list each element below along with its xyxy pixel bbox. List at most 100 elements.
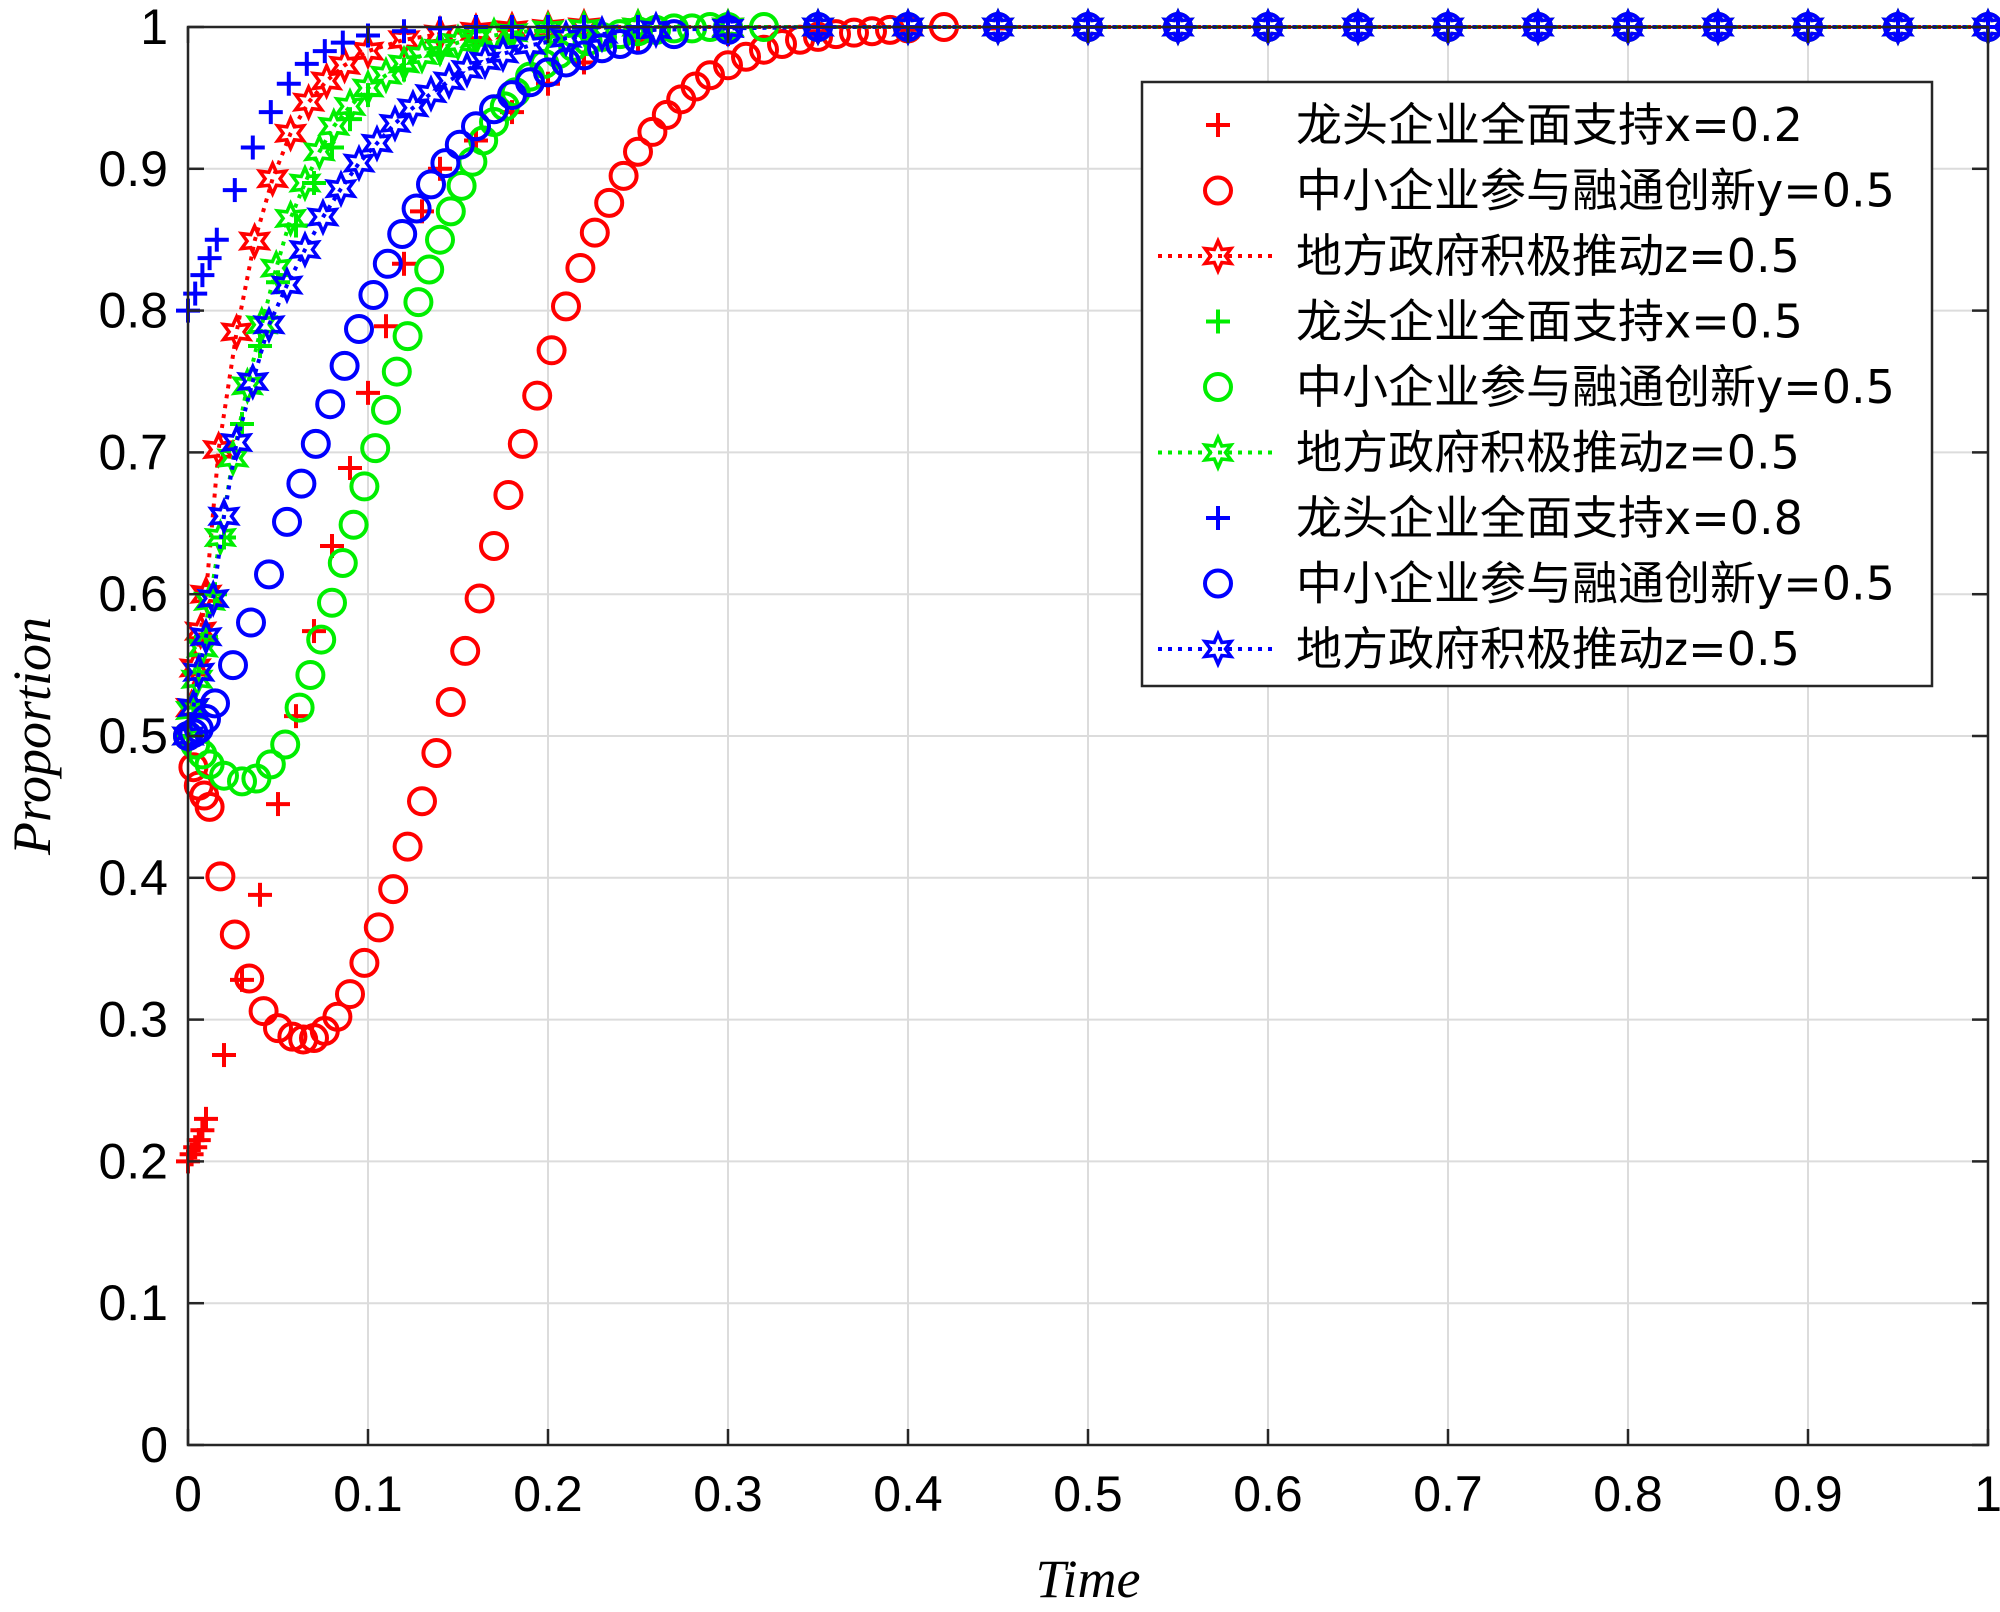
data-point <box>219 423 254 462</box>
data-point <box>273 199 308 238</box>
data-point <box>569 40 599 71</box>
data-point <box>423 28 457 68</box>
data-point <box>608 160 639 191</box>
data-point <box>234 963 265 994</box>
data-point <box>711 9 745 48</box>
data-point <box>450 635 481 666</box>
data-point <box>461 111 491 142</box>
y-tick-label: 1 <box>140 0 168 55</box>
x-tick-label: 1 <box>1974 1466 2000 1522</box>
legend-marker <box>1201 433 1235 472</box>
data-point <box>266 792 290 817</box>
y-tick-label: 0.8 <box>98 283 168 339</box>
data-point <box>276 71 301 96</box>
data-point <box>513 26 547 65</box>
data-point <box>203 518 238 557</box>
data-point <box>317 106 351 146</box>
legend-entry: 龙头企业全面支持x=0.5 <box>1206 295 1803 349</box>
data-point <box>272 506 302 537</box>
data-point <box>344 314 374 345</box>
data-point <box>252 305 286 345</box>
data-point <box>254 559 284 590</box>
data-point <box>190 1118 215 1143</box>
data-point <box>659 19 689 50</box>
data-point <box>189 617 223 657</box>
legend-marker <box>1206 309 1230 334</box>
data-point <box>306 197 340 237</box>
data-point <box>255 159 290 199</box>
data-point <box>236 362 270 401</box>
data-point <box>875 14 905 45</box>
data-point <box>227 766 257 797</box>
x-tick-label: 0.5 <box>1053 1466 1123 1522</box>
data-point <box>857 16 887 47</box>
data-point <box>507 428 538 459</box>
data-point <box>273 113 308 153</box>
data-point <box>579 217 610 248</box>
data-point <box>435 196 466 227</box>
data-point <box>291 82 326 122</box>
data-point <box>374 314 398 339</box>
data-point <box>450 50 484 89</box>
data-point <box>288 230 322 269</box>
legend-marker <box>1203 568 1233 599</box>
data-point <box>335 979 365 1010</box>
legend-marker <box>1206 113 1230 137</box>
data-point <box>493 479 524 510</box>
data-point <box>342 143 376 183</box>
data-point <box>1701 7 1735 47</box>
data-point <box>639 10 673 50</box>
data-point <box>441 23 475 62</box>
data-point <box>363 912 394 943</box>
data-point <box>197 246 222 271</box>
legend-marker <box>1203 175 1233 206</box>
data-point <box>444 129 475 160</box>
legend-label: 地方政府积极推动z=0.5 <box>1296 622 1800 676</box>
data-point <box>360 433 391 464</box>
data-point <box>801 7 835 47</box>
data-point <box>403 287 434 318</box>
data-point <box>479 94 509 125</box>
data-point <box>839 17 869 48</box>
data-point <box>731 41 761 72</box>
data-point <box>306 624 337 655</box>
data-point <box>587 33 617 64</box>
x-tick-label: 0.4 <box>873 1466 943 1522</box>
data-point <box>1341 7 1375 47</box>
legend-marker <box>1206 506 1230 530</box>
legend-entry: 地方政府积极推动z=0.5 <box>1158 229 1800 283</box>
data-point <box>317 587 347 618</box>
data-point <box>536 335 567 366</box>
data-point <box>237 221 272 261</box>
data-point <box>713 50 743 81</box>
data-point <box>387 219 418 250</box>
data-point <box>182 652 216 692</box>
legend-label: 中小企业参与融通创新y=0.5 <box>1296 557 1895 611</box>
data-point <box>549 18 583 58</box>
data-point <box>356 380 380 405</box>
data-point <box>294 51 319 76</box>
y-axis-title: Proportion <box>2 617 62 856</box>
data-point <box>531 10 565 50</box>
data-point <box>378 874 409 905</box>
data-point <box>194 791 225 822</box>
data-point <box>330 30 355 55</box>
data-point <box>349 471 380 502</box>
data-point <box>435 686 466 717</box>
data-point <box>387 20 421 60</box>
data-point <box>432 61 466 101</box>
axis-ticks: 0 0.1 0.2 0.3 0.4 0.5 0.6 0.7 0.8 0.9 1 0 0.1 0.2 0.3 0… <box>98 0 2000 1522</box>
data-point <box>387 44 421 84</box>
y-tick-label: 0.5 <box>98 708 168 764</box>
data-point <box>248 882 272 907</box>
legend-label: 龙头企业全面支持x=0.5 <box>1296 295 1803 349</box>
data-point <box>522 380 553 411</box>
data-point <box>190 263 215 288</box>
data-point <box>295 660 326 691</box>
data-point <box>981 7 1015 47</box>
data-point <box>360 123 394 163</box>
y-tick-label: 0.7 <box>98 424 168 480</box>
legend-marker <box>1203 372 1233 402</box>
legend-label: 龙头企业全面支持x=0.2 <box>1296 98 1803 152</box>
data-point <box>430 148 461 179</box>
